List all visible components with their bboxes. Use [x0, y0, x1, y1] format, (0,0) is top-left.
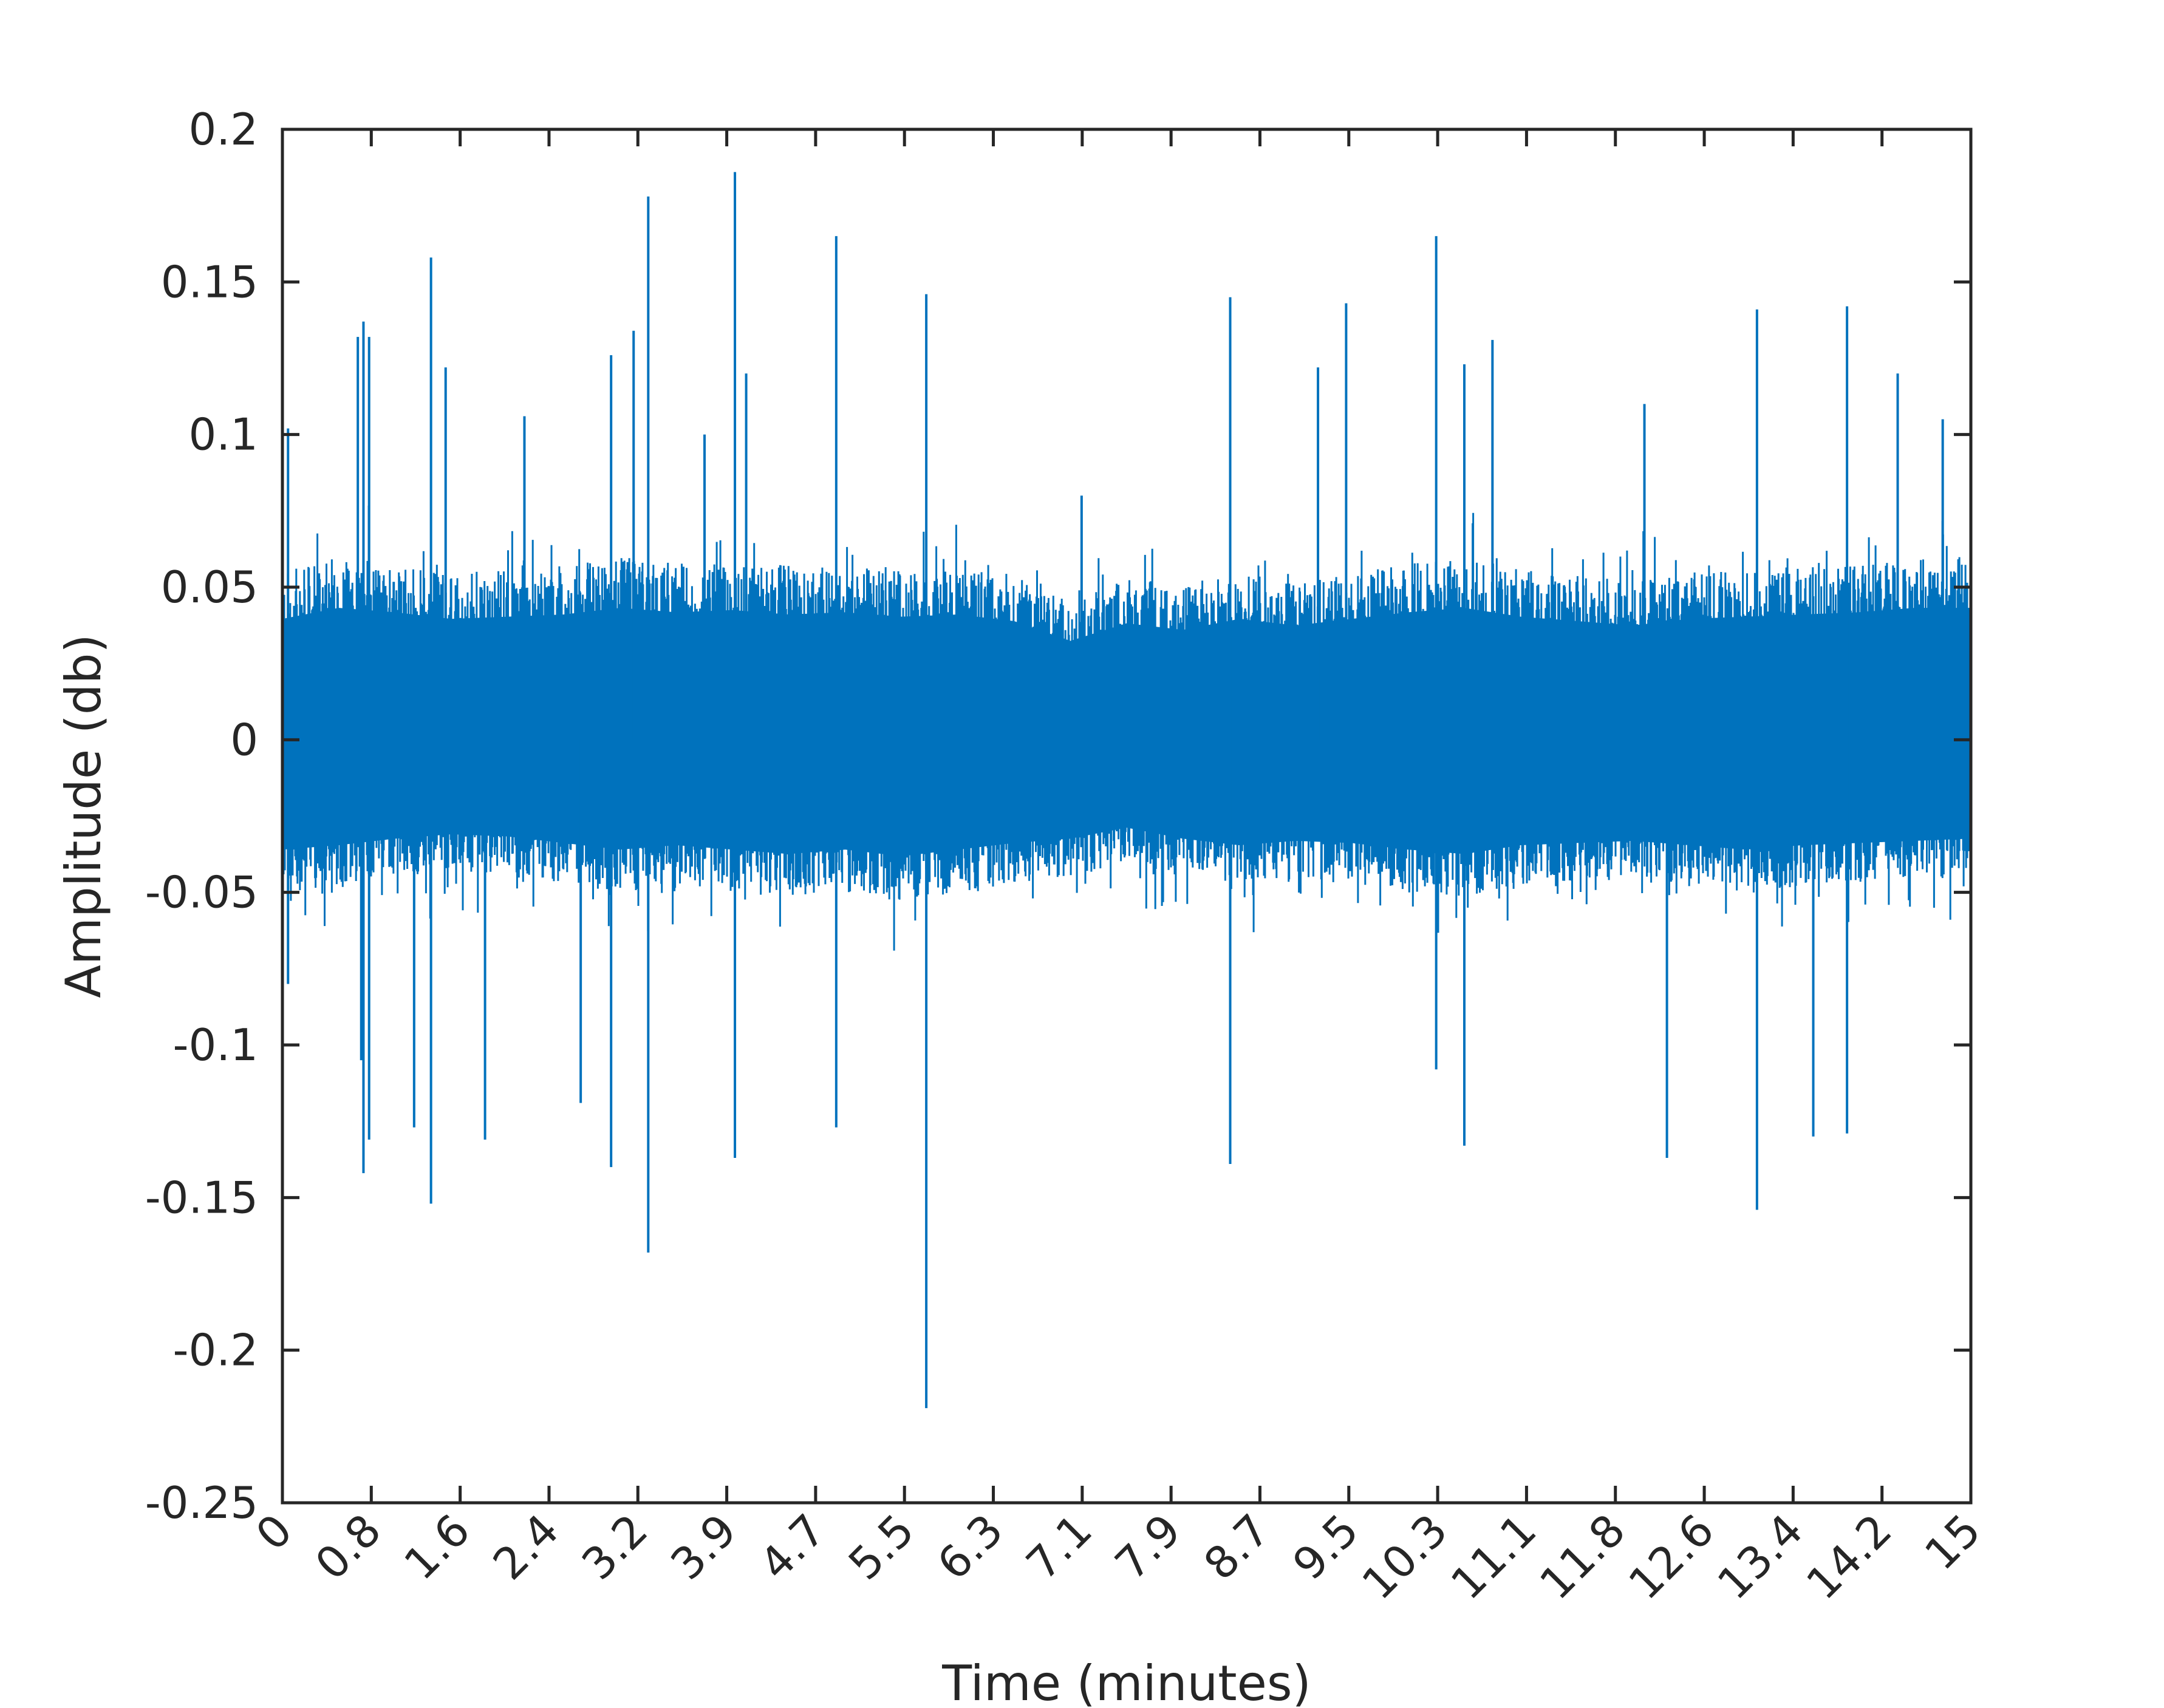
y-tick-label: 0.2: [188, 104, 258, 155]
y-tick-label: -0.05: [145, 867, 258, 918]
y-tick-label: -0.2: [173, 1325, 258, 1376]
y-tick-label: -0.15: [145, 1172, 258, 1223]
y-axis-tick-labels: -0.25 -0.2 -0.15 -0.1 -0.05 0 0.05 0.1 0.15 0.2: [145, 104, 258, 1528]
y-tick-label: 0: [230, 714, 258, 765]
y-tick-label: -0.25: [145, 1477, 258, 1528]
y-tick-label: 0.05: [161, 562, 258, 613]
y-tick-label: 0.15: [161, 256, 258, 307]
signal-series: [281, 172, 1972, 1409]
x-axis-label: Time (minutes): [941, 1655, 1311, 1708]
y-tick-label: 0.1: [188, 409, 258, 460]
y-axis-label: Amplitude (db): [55, 634, 112, 998]
axes-frame: [281, 128, 1973, 1505]
signal-core: [282, 608, 1971, 857]
axis-ticks: [281, 128, 1973, 1505]
y-tick-label: -0.1: [173, 1019, 258, 1070]
